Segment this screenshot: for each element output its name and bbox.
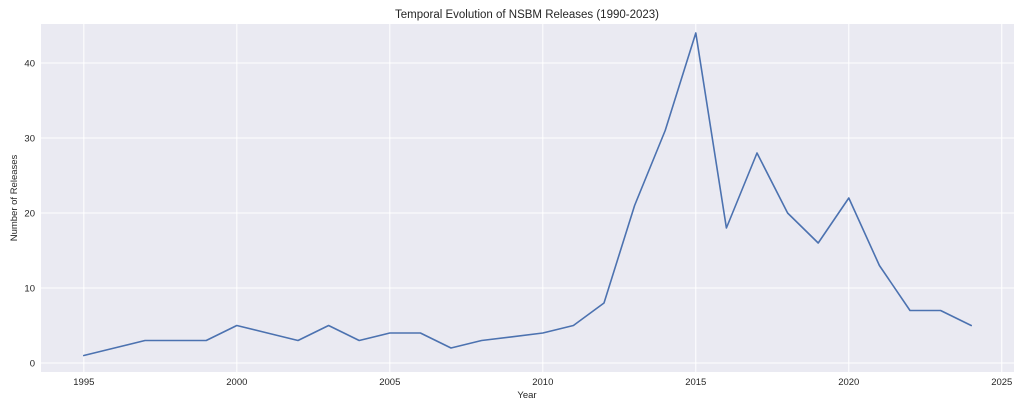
chart-title: Temporal Evolution of NSBM Releases (199…	[395, 9, 659, 21]
x-axis-ticks: 1995 2000 2005 2010 2015 2020 2025	[73, 377, 1012, 388]
x-axis-label: Year	[517, 390, 536, 401]
series-line	[83, 32, 973, 357]
y-tick-label: 40	[24, 59, 35, 70]
y-axis-ticks: 0 10 20 30 40	[24, 59, 35, 370]
x-tick-label: 2005	[379, 377, 400, 388]
x-tick-label: 2025	[991, 377, 1012, 388]
x-tick-label: 2015	[685, 377, 706, 388]
y-tick-label: 30	[24, 134, 35, 145]
y-axis-label: Number of Releases	[9, 154, 20, 241]
y-tick-label: 0	[30, 359, 35, 370]
y-tick-label: 20	[24, 209, 35, 220]
series-layer	[83, 32, 973, 357]
x-tick-label: 2010	[532, 377, 553, 388]
plot-background	[41, 24, 1014, 372]
y-tick-label: 10	[24, 284, 35, 295]
x-tick-label: 2000	[226, 377, 247, 388]
x-tick-label: 1995	[73, 377, 94, 388]
x-tick-label: 2020	[838, 377, 859, 388]
